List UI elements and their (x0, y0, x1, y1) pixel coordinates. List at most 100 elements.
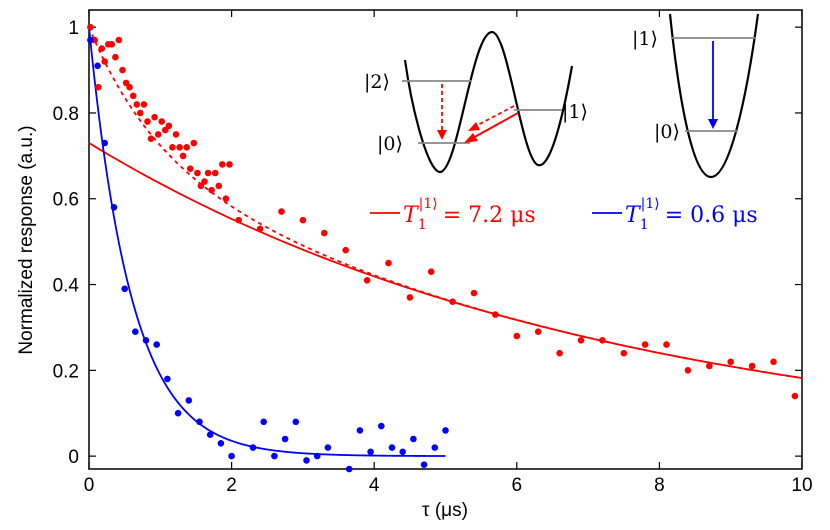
data-point (186, 165, 194, 172)
fit-curve (88, 142, 803, 379)
data-point (706, 362, 713, 370)
arrow-1-to-0-solid-head (464, 133, 478, 143)
data-point (385, 259, 392, 267)
data-point (271, 452, 278, 460)
arrow-1-to-0-dashed-head (468, 122, 480, 131)
double-well-label-0: |0⟩ (377, 133, 403, 155)
y-tick-label: 1 (68, 18, 79, 39)
arrow-1-to-0-dashed (473, 105, 515, 128)
data-point (94, 62, 101, 70)
fit-curve (88, 27, 446, 457)
data-point (169, 144, 176, 151)
data-point (153, 341, 160, 348)
data-point (303, 457, 310, 464)
data-point (427, 268, 435, 276)
data-point (226, 161, 233, 168)
data-point (101, 58, 108, 65)
data-point (513, 332, 521, 340)
data-point (112, 53, 119, 61)
data-point (140, 101, 148, 108)
inset-double-well: |2⟩ |0⟩ |1⟩ (364, 30, 588, 174)
axis-ticks: 0 2 4 6 8 10 0 0.2 0.4 0.6 0.8 1 (53, 10, 813, 496)
double-well-label-2: |2⟩ (364, 71, 390, 93)
data-point (663, 341, 670, 348)
data-point (211, 169, 219, 177)
data-point (388, 444, 396, 451)
data-points (87, 23, 799, 473)
double-well-label-1: |1⟩ (562, 101, 588, 123)
data-point (101, 139, 108, 147)
data-point (420, 461, 428, 469)
y-tick-label: 0.6 (53, 190, 79, 211)
double-well-potential (403, 30, 574, 174)
x-tick-label: 6 (512, 475, 523, 496)
data-point (204, 169, 212, 177)
data-point (406, 294, 414, 301)
data-point (172, 131, 180, 138)
data-point (399, 448, 407, 456)
single-well-potential (668, 13, 760, 179)
single-well-label-1: |1⟩ (632, 28, 658, 50)
x-tick-label: 0 (84, 475, 95, 496)
data-point (144, 118, 151, 125)
data-point (534, 328, 542, 336)
data-point (727, 358, 734, 366)
legend-entry-red: T1|1⟩ = 7.2 μs (403, 196, 536, 233)
data-point (176, 144, 183, 151)
data-point (577, 337, 585, 344)
data-point (208, 186, 215, 194)
data-point (185, 397, 193, 404)
arrow-1-to-0-blue-head (708, 119, 718, 129)
data-point (770, 358, 777, 366)
data-point (110, 204, 118, 211)
x-tick-label: 4 (369, 475, 380, 496)
data-point (367, 448, 374, 456)
data-point (132, 328, 139, 336)
legend-entry-blue: T1|1⟩ = 0.6 μs (625, 196, 758, 233)
data-point (791, 392, 799, 400)
data-point (154, 131, 162, 138)
data-point (321, 229, 328, 237)
data-point (431, 444, 439, 451)
y-axis-title: Normalized response (a.u.) (16, 125, 37, 354)
data-point (378, 422, 385, 430)
data-point (108, 41, 116, 48)
fit-curve (88, 26, 803, 379)
data-point (470, 289, 478, 297)
data-point (142, 337, 150, 344)
data-point (194, 169, 201, 177)
data-point (217, 440, 225, 447)
data-point (87, 23, 94, 31)
data-point (599, 337, 606, 344)
data-point (442, 427, 449, 434)
y-tick-label: 0.4 (53, 276, 80, 297)
data-point (215, 182, 223, 190)
data-point (324, 444, 332, 451)
data-point (87, 36, 94, 44)
data-point (98, 45, 106, 52)
data-point (151, 113, 158, 121)
data-point (147, 135, 155, 142)
data-point (748, 362, 756, 370)
data-point (313, 452, 321, 460)
data-point (260, 418, 268, 426)
x-axis-title: τ (μs) (422, 500, 468, 521)
data-point (95, 83, 102, 91)
legend: T1|1⟩ = 7.2 μs T1|1⟩ = 0.6 μs (370, 196, 758, 233)
data-point (228, 452, 235, 460)
data-point (129, 92, 137, 100)
y-tick-label: 0 (68, 447, 79, 468)
plot-frame (88, 9, 803, 470)
data-point (492, 311, 499, 318)
data-point (133, 101, 141, 108)
data-point (190, 139, 198, 147)
data-point (620, 349, 628, 357)
data-point (121, 285, 128, 293)
data-point (556, 349, 563, 357)
x-tick-label: 2 (226, 475, 237, 496)
data-point (115, 36, 123, 44)
x-tick-label: 10 (791, 475, 812, 496)
data-point (641, 341, 649, 348)
data-point (165, 122, 173, 130)
